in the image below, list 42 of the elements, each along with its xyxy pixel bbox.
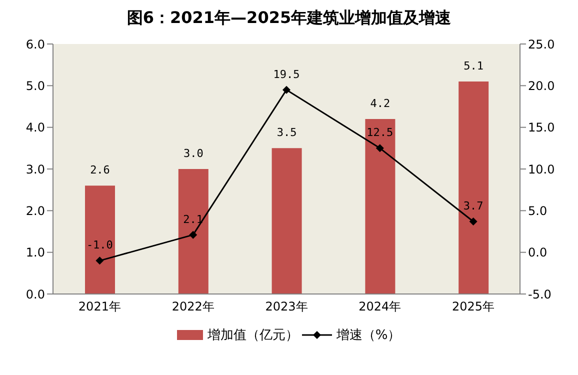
x-tick-label: 2025年 xyxy=(452,300,495,314)
point xyxy=(282,86,290,94)
y2-tick-label: 5.0 xyxy=(528,204,548,218)
bar xyxy=(85,186,115,294)
y-tick-label: 1.0 xyxy=(26,246,45,260)
data-label: 3.0 xyxy=(183,147,204,160)
point xyxy=(376,144,384,152)
y2-tick-label: 0.0 xyxy=(528,246,548,260)
y-tick-label: 6.0 xyxy=(26,37,45,52)
point xyxy=(469,218,478,226)
data-label: 3.5 xyxy=(276,126,297,140)
y-tick-label: 4.0 xyxy=(26,120,45,135)
x-tick-label: 2023年 xyxy=(265,300,308,314)
legend-label: 增速（%） xyxy=(336,327,401,344)
bar xyxy=(178,169,208,294)
data-label: -1.0 xyxy=(86,238,113,252)
y2-tick-label: 25.0 xyxy=(528,37,555,52)
y-tick-label: 5.0 xyxy=(26,78,45,93)
legend-label: 增加值（亿元） xyxy=(207,327,298,344)
y2-tick-label: 20.0 xyxy=(528,78,555,93)
bar xyxy=(458,82,489,294)
y-tick-label: 3.0 xyxy=(26,162,45,176)
data-label: 5.1 xyxy=(464,60,484,72)
chart-title: 图6：2021年—2025年建筑业增加值及增速 xyxy=(126,8,452,29)
data-label: 2.6 xyxy=(90,164,110,177)
y2-tick-label: -5.0 xyxy=(528,287,552,302)
x-tick-label: 2022年 xyxy=(172,300,214,314)
x-tick-label: 2024年 xyxy=(358,300,402,314)
x-tick-label: 2021年 xyxy=(78,300,121,314)
y2-tick-label: 10.0 xyxy=(528,162,555,176)
data-label: 3.7 xyxy=(463,200,484,212)
bar xyxy=(272,148,302,294)
bar xyxy=(365,119,396,294)
data-label: 12.5 xyxy=(366,126,394,140)
y2-tick-label: 15.0 xyxy=(528,120,555,135)
point xyxy=(189,230,198,239)
data-label: 2.1 xyxy=(183,212,204,226)
data-label: 4.2 xyxy=(370,97,390,110)
y-tick-label: 2.0 xyxy=(26,204,45,218)
point xyxy=(96,256,104,265)
y-tick-label: 0.0 xyxy=(26,287,45,302)
data-label: 19.5 xyxy=(273,68,300,81)
